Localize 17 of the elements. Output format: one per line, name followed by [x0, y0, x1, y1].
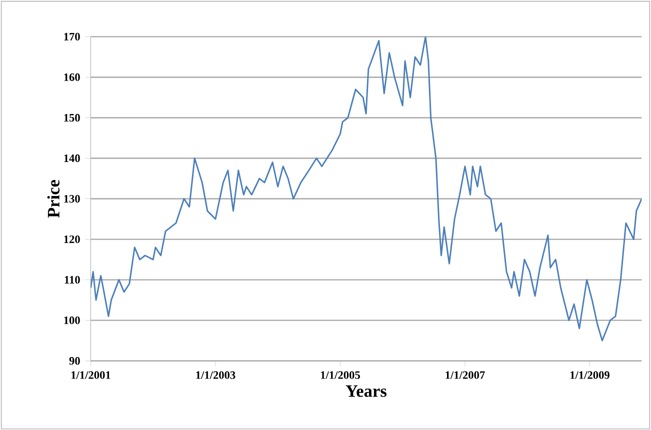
x-tick-label: 1/1/2003	[196, 371, 236, 379]
y-tick-label: 90	[69, 356, 80, 365]
y-axis-title: Price	[47, 180, 60, 218]
x-axis-title: Years	[346, 385, 386, 397]
x-tick-label: 1/1/2001	[71, 371, 110, 379]
x-tick-label: 1/1/2005	[320, 371, 360, 379]
y-tick-label: 110	[64, 276, 80, 284]
y-tick-label: 140	[64, 154, 80, 162]
y-tick-label: 150	[64, 114, 80, 122]
y-tick-label: 130	[64, 194, 80, 202]
x-tick-label: 1/1/2007	[446, 371, 485, 379]
y-tick-label: 170	[64, 32, 80, 40]
line-series	[90, 36, 642, 342]
y-tick-label: 160	[64, 73, 80, 81]
x-tick-label: 1/1/2009	[570, 371, 610, 379]
y-tick-label: 120	[64, 235, 80, 244]
y-tick-label: 100	[64, 316, 80, 324]
